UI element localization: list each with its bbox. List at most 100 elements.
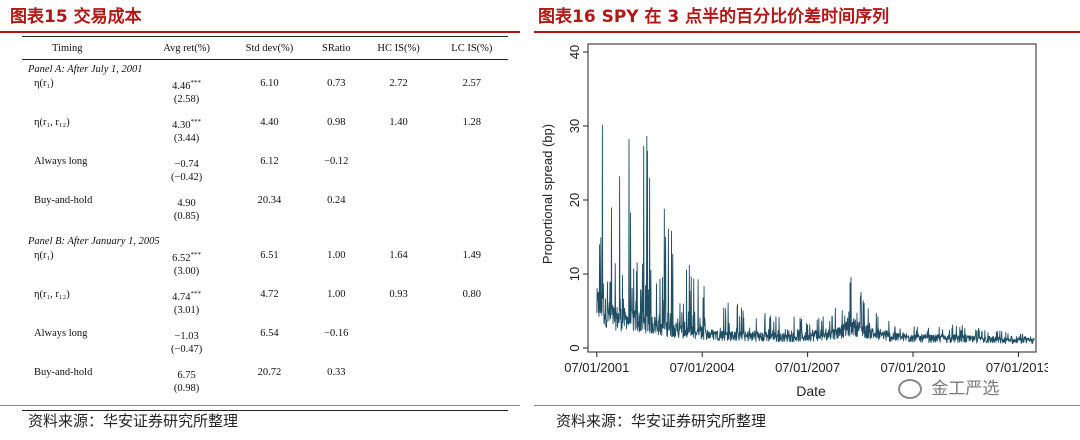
std-dev-cell: 20.72: [257, 367, 282, 378]
avg-ret-value: 4.90: [177, 198, 196, 209]
panel-label: Panel A: After July 1, 2001: [28, 64, 143, 75]
tstat-row: (−0.42): [22, 171, 508, 184]
avg-ret-value: 4.74: [172, 292, 191, 303]
avg-ret-cell: 6.75: [146, 365, 228, 382]
avg-ret-value: −1.03: [174, 331, 199, 342]
timing-cell: η(r₁): [34, 250, 54, 261]
y-tick-label: 20: [567, 193, 582, 207]
timing-cell: η(r₁, r₁₂): [34, 289, 70, 300]
timing-cell: Always long: [34, 156, 88, 167]
timing-cell: Always long: [34, 328, 88, 339]
panel-label: Panel B: After January 1, 2005: [28, 236, 160, 247]
avg-ret-value: 6.52: [172, 253, 191, 264]
avg-ret-value: 4.46: [172, 81, 191, 92]
table-header-row: Timing Avg ret(%) Std dev(%) SRatio HC I…: [22, 36, 508, 60]
x-axis-label: Date: [796, 383, 826, 399]
sratio-cell: −0.16: [324, 328, 349, 339]
left-figure-title: 图表15 交易成本: [10, 7, 142, 27]
significance-stars: ***: [190, 79, 202, 87]
table-row: η(r₁, r₁₂) 4.74*** 4.72 1.00 0.93 0.80: [22, 287, 508, 304]
hc-is-cell: 1.40: [389, 117, 408, 128]
timing-cell: η(r₁, r₁₂): [34, 117, 70, 128]
header-timing: Timing: [22, 36, 146, 60]
y-tick-label: 0: [567, 344, 582, 351]
significance-stars: ***: [190, 118, 202, 126]
avg-ret-value: 6.75: [177, 370, 196, 381]
avg-ret-cell: 4.30***: [146, 115, 228, 132]
hc-is-cell: [361, 193, 435, 210]
lc-is-cell: 2.57: [462, 78, 482, 89]
table-row: Always long −0.74 6.12 −0.12: [22, 154, 508, 171]
std-dev-cell: 6.54: [260, 328, 279, 339]
std-dev-cell: 6.10: [260, 78, 279, 89]
sratio-cell: 1.00: [327, 250, 346, 261]
hc-is-cell: [361, 365, 435, 382]
tstat-row: (0.85): [22, 210, 508, 223]
header-std-dev: Std dev(%): [227, 36, 312, 60]
lc-is-cell: [436, 193, 508, 210]
x-tick-label: 07/01/2001: [564, 360, 629, 375]
lc-is-cell: [436, 365, 508, 382]
x-tick-label: 07/01/2007: [775, 360, 840, 375]
hc-is-cell: 2.72: [389, 78, 408, 89]
avg-ret-cell: 4.90: [146, 193, 228, 210]
avg-ret-value: 4.30: [172, 120, 191, 131]
t-statistic: (0.85): [173, 211, 200, 222]
avg-ret-cell: 4.74***: [146, 287, 228, 304]
table-row: Always long −1.03 6.54 −0.16: [22, 326, 508, 343]
right-title-rule: [534, 31, 1080, 33]
wechat-icon: [898, 379, 922, 399]
avg-ret-cell: −1.03: [146, 326, 228, 343]
right-source-rule: [534, 405, 1080, 406]
sratio-cell: 0.24: [327, 195, 346, 206]
t-statistic: (0.98): [173, 383, 200, 394]
tstat-row: (3.01): [22, 304, 508, 317]
timing-cell: η(r₁): [34, 78, 54, 89]
std-dev-cell: 4.72: [260, 289, 279, 300]
std-dev-cell: 6.51: [260, 250, 279, 261]
std-dev-cell: 6.12: [260, 156, 279, 167]
panel-label-row: Panel A: After July 1, 2001: [22, 60, 508, 77]
header-lc-is: LC IS(%): [435, 36, 508, 60]
spread-chart: 0 10 20 30 40 07/01/2001 07/01/2004 07/01/2007 0…: [540, 43, 1048, 399]
hc-is-cell: [361, 326, 435, 343]
right-figure-title: 图表16 SPY 在 3 点半的百分比价差时间序列: [538, 7, 890, 27]
lc-is-cell: 1.28: [462, 117, 482, 128]
avg-ret-value: −0.74: [174, 159, 199, 170]
t-statistic: (2.58): [173, 94, 200, 105]
header-sratio: SRatio: [311, 36, 362, 60]
lc-is-cell: 0.80: [462, 289, 482, 300]
table-row: η(r₁) 6.52*** 6.51 1.00 1.64 1.49: [22, 248, 508, 265]
timing-cell: Buy-and-hold: [34, 195, 93, 206]
table-row: Buy-and-hold 4.90 20.34 0.24: [22, 193, 508, 210]
x-tick-label: 07/01/2010: [880, 360, 945, 375]
header-hc-is: HC IS(%): [361, 36, 436, 60]
timing-cell: Buy-and-hold: [34, 367, 93, 378]
t-statistic: (−0.42): [170, 172, 203, 183]
x-tick-label: 07/01/2013: [986, 360, 1048, 375]
left-source-note: 资料来源：华安证券研究所整理: [28, 412, 239, 430]
tstat-row: (3.00): [22, 265, 508, 278]
significance-stars: ***: [190, 290, 202, 298]
hc-is-cell: 1.64: [389, 250, 408, 261]
lc-is-cell: 1.49: [462, 250, 482, 261]
lc-is-cell: [436, 154, 508, 171]
y-tick-label: 40: [567, 45, 582, 59]
left-source-rule: [0, 405, 520, 406]
avg-ret-cell: 6.52***: [146, 248, 228, 265]
panel-label-row: Panel B: After January 1, 2005: [22, 232, 508, 248]
lc-is-cell: [436, 326, 508, 343]
std-dev-cell: 20.34: [257, 195, 282, 206]
hc-is-cell: 0.93: [389, 289, 408, 300]
tstat-row: (−0.47): [22, 343, 508, 356]
sratio-cell: 0.98: [327, 117, 346, 128]
t-statistic: (3.01): [173, 305, 200, 316]
tstat-row: (2.58): [22, 93, 508, 106]
plot-area: [587, 43, 1037, 353]
spread-series-line: [596, 124, 1035, 345]
table-row: η(r₁) 4.46*** 6.10 0.73 2.72 2.57: [22, 76, 508, 93]
t-statistic: (3.44): [173, 133, 200, 144]
sratio-cell: 0.73: [327, 78, 346, 89]
avg-ret-cell: 4.46***: [146, 76, 228, 93]
table-row: η(r₁, r₁₂) 4.30*** 4.40 0.98 1.40 1.28: [22, 115, 508, 132]
